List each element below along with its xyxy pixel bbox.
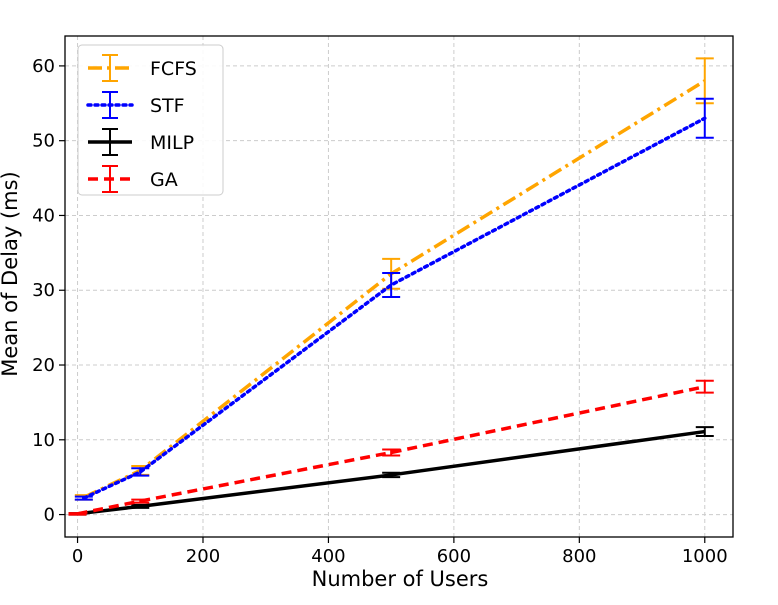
legend-label: FCFS <box>150 58 197 80</box>
plot-frame <box>64 35 734 538</box>
error-bar <box>695 379 714 394</box>
y-tick-label: 10 <box>32 430 55 451</box>
legend: FCFS STF MILP GA <box>77 44 224 196</box>
series-stf <box>74 97 714 501</box>
error-bar <box>695 57 714 105</box>
error-bar <box>131 503 150 509</box>
y-axis-label: Mean of Delay (ms) <box>0 171 22 377</box>
error-bar <box>382 448 401 457</box>
x-tick-label: 0 <box>72 546 83 567</box>
ticks: 0 200 400 600 800 1000 0 10 20 30 40 50 60 <box>32 56 728 567</box>
legend-label: STF <box>150 95 185 117</box>
legend-box <box>77 44 224 196</box>
error-bar <box>131 467 150 477</box>
error-bar <box>382 471 401 479</box>
y-tick-label: 30 <box>32 280 55 301</box>
series-ga <box>68 379 714 516</box>
error-bar <box>74 495 93 501</box>
legend-label: GA <box>150 169 178 191</box>
legend-entry-ga: GA <box>88 165 178 193</box>
error-bar <box>382 272 401 298</box>
error-bar <box>695 426 714 438</box>
error-bar <box>131 498 150 504</box>
x-tick-label: 1000 <box>682 546 728 567</box>
error-bar <box>68 512 87 516</box>
y-tick-label: 50 <box>32 131 55 152</box>
series-line-stf <box>82 116 707 500</box>
y-tick-label: 60 <box>32 56 55 77</box>
y-tick-label: 0 <box>44 505 55 526</box>
x-tick-label: 800 <box>562 546 596 567</box>
series-line-milp <box>77 429 706 516</box>
y-tick-label: 40 <box>32 205 55 226</box>
legend-label: MILP <box>150 132 194 154</box>
legend-entry-milp: MILP <box>88 128 194 156</box>
grid <box>65 36 733 537</box>
x-tick-label: 600 <box>437 546 471 567</box>
legend-entry-stf: STF <box>86 91 185 119</box>
y-tick-label: 20 <box>32 355 55 376</box>
x-tick-label: 400 <box>311 546 345 567</box>
error-bar <box>695 97 714 139</box>
x-axis-label: Number of Users <box>312 567 489 591</box>
series-layer <box>68 57 714 516</box>
x-tick-label: 200 <box>186 546 220 567</box>
legend-entry-fcfs: FCFS <box>88 54 197 82</box>
